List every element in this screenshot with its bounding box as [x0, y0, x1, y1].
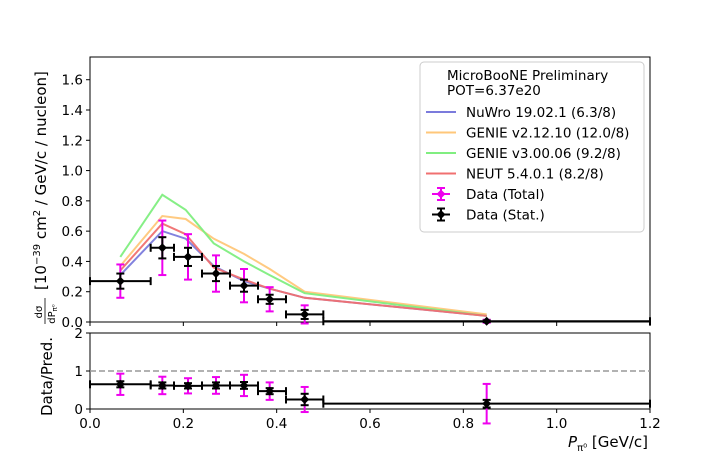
ratio-point-5	[265, 386, 275, 396]
ratio-x-ticks: 0.0 0.2 0.4 0.6 0.8 1.0 1.2	[79, 409, 661, 432]
ratio-y-tick-label: 0	[74, 402, 83, 418]
model-curve-0	[119, 229, 487, 317]
ratio-x-tick-label: 0.4	[266, 416, 287, 432]
legend: MicroBooNE Preliminary POT=6.37e20 NuWro…	[419, 61, 645, 233]
main-point-4	[239, 281, 249, 291]
ratio-point-7	[482, 399, 492, 409]
legend-label-0: NuWro 19.02.1 (6.3/8)	[466, 105, 616, 121]
ratio-data-points	[89, 372, 651, 425]
main-y-tick-label: 0.6	[62, 224, 83, 240]
legend-title-1: MicroBooNE Preliminary	[447, 68, 608, 84]
svg-text:[10−39 cm2 / GeV/c / nucleon]: [10−39 cm2 / GeV/c / nucleon]	[32, 71, 50, 290]
main-y-tick-label: 0.4	[62, 254, 83, 270]
legend-title-2: POT=6.37e20	[447, 83, 541, 99]
ratio-x-tick-label: 0.2	[173, 416, 194, 432]
ratio-y-ticks: 0 1 2	[74, 326, 90, 418]
ratio-y-axis-label: Data/Pred.	[38, 337, 56, 416]
ratio-point-2	[183, 381, 193, 391]
ratio-x-tick-label: 1.2	[639, 416, 660, 432]
main-point-3	[211, 269, 221, 279]
legend-label-3: NEUT 5.4.0.1 (8.2/8)	[466, 167, 604, 183]
ylabel-frac-sub: π⁰	[51, 304, 59, 311]
ratio-point-4	[239, 380, 249, 390]
legend-label-1: GENIE v2.12.10 (12.0/8)	[466, 126, 629, 142]
main-y-tick-label: 1.6	[62, 73, 83, 89]
ratio-y-tick-label: 1	[74, 364, 83, 380]
ylabel-exp: −39	[32, 244, 43, 265]
main-point-2	[183, 252, 193, 262]
legend-swatch-marker-4	[436, 189, 446, 199]
ratio-panel: 0 1 2 0.0 0.2 0.4 0.6 0.8 1.0 1.2 Data/Pred. Pπ⁰…	[38, 326, 661, 454]
main-y-tick-label: 0.8	[62, 194, 83, 210]
main-y-ticks: 0.0 0.2 0.4 0.6 0.8 1.0 1.2 1.4 1.6	[62, 73, 651, 331]
main-y-tick-label: 1.2	[62, 133, 83, 149]
xlabel-unit: [GeV/c]	[587, 433, 648, 451]
ylabel-sq: 2	[32, 210, 43, 216]
ylabel-frac-den: dP	[47, 311, 58, 323]
ratio-point-1	[157, 380, 167, 390]
main-y-tick-label: 0.2	[62, 285, 83, 301]
legend-box	[419, 61, 645, 233]
main-y-tick-label: 0.0	[62, 315, 83, 331]
main-point-6	[300, 309, 310, 319]
ratio-x-tick-label: 0.6	[359, 416, 380, 432]
ylabel-fraction: dσ dPπ⁰	[34, 298, 59, 324]
svg-text:dPπ⁰: dPπ⁰	[47, 304, 59, 324]
legend-entries: NuWro 19.02.1 (6.3/8) GENIE v2.12.10 (12.…	[426, 105, 629, 224]
model-curve-3	[119, 222, 487, 317]
main-point-0	[115, 276, 125, 286]
main-point-7	[482, 316, 492, 326]
ratio-x-tick-label: 0.0	[79, 416, 100, 432]
main-panel: 0.0 0.2 0.4 0.6 0.8 1.0 1.2 1.4 1.6 [10−39 cm2 /…	[32, 56, 651, 331]
main-y-axis-label-text: [10−39 cm2 / GeV/c / nucleon]	[32, 71, 50, 290]
legend-label-5: Data (Stat.)	[466, 208, 545, 224]
ylabel-frac-num: dσ	[34, 305, 45, 318]
model-curve-2	[119, 193, 487, 317]
legend-swatch-marker-5	[436, 210, 446, 219]
model-curve-1	[119, 214, 487, 316]
ylabel-unit: cm	[32, 216, 50, 244]
ratio-point-0	[115, 379, 125, 389]
xlabel-sub: π⁰	[577, 443, 587, 454]
ratio-point-6	[300, 395, 310, 404]
ratio-y-tick-label: 2	[74, 326, 83, 342]
ylabel-suffix: / GeV/c / nucleon]	[32, 71, 50, 210]
legend-label-2: GENIE v3.00.06 (9.2/8)	[466, 146, 621, 162]
ratio-x-tick-label: 0.8	[453, 416, 474, 432]
main-data-points	[89, 219, 651, 326]
ylabel-prefix: [10	[32, 265, 50, 290]
legend-label-4: Data (Total)	[466, 187, 545, 203]
main-point-1	[157, 243, 167, 253]
main-y-tick-label: 1.0	[62, 164, 83, 180]
main-y-tick-label: 1.4	[62, 103, 83, 119]
main-point-5	[265, 294, 275, 304]
xlabel-main: P	[568, 433, 578, 451]
x-axis-label: Pπ⁰ [GeV/c]	[568, 433, 648, 454]
ratio-point-3	[211, 380, 221, 390]
ratio-x-tick-label: 1.0	[546, 416, 567, 432]
